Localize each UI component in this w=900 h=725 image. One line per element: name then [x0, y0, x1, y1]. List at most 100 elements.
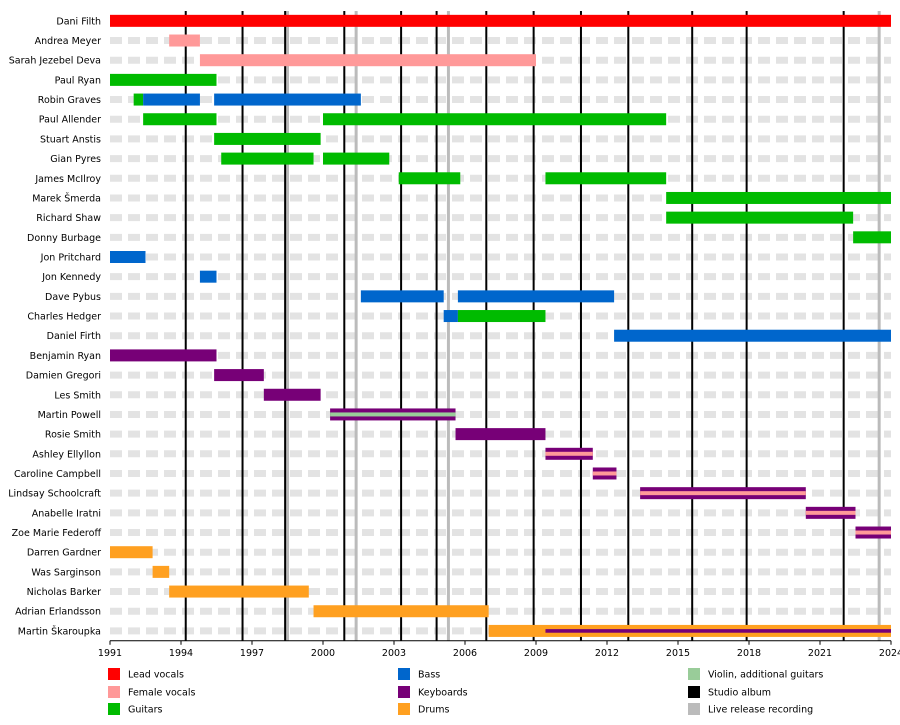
member-name: Was Sarginson: [31, 567, 101, 578]
member-name: Paul Allender: [39, 115, 101, 126]
member-bar: [199, 270, 217, 283]
x-tick-label: 2000: [311, 648, 335, 659]
member-name: Gian Pyres: [50, 154, 101, 165]
member-name: Ashley Ellyllon: [32, 449, 101, 460]
member-bar: [169, 585, 309, 598]
legend-swatch: [398, 686, 410, 698]
legend: Lead vocals Female vocals Guitars Bass Keybo…: [108, 668, 823, 716]
member-bar: [143, 93, 200, 106]
member-bar: [169, 34, 200, 47]
legend-label: Drums: [418, 705, 449, 716]
member-bar-secondary: [805, 510, 856, 515]
member-bar: [152, 565, 170, 578]
member-bar: [214, 369, 264, 382]
legend-label: Violin, additional guitars: [708, 670, 823, 681]
member-name: Sarah Jezebel Deva: [9, 56, 101, 67]
legend-swatch: [108, 703, 120, 715]
x-tick-label: 2021: [808, 648, 832, 659]
member-name: Rosie Smith: [45, 430, 101, 441]
x-tick-label: 2012: [595, 648, 619, 659]
x-tick-label: 2018: [737, 648, 761, 659]
member-bar: [398, 172, 461, 185]
legend-swatch: [688, 668, 700, 680]
member-name: Anabelle Iratni: [32, 508, 101, 519]
member-bar: [214, 93, 361, 106]
member-bar: [360, 290, 444, 303]
member-name: Adrian Erlandsson: [15, 607, 101, 618]
member-bar: [323, 152, 390, 165]
x-tick-label: 1994: [169, 648, 193, 659]
member-bar: [545, 172, 667, 185]
member-bar-secondary: [545, 451, 593, 456]
member-name: Richard Shaw: [36, 213, 101, 224]
member-name: Donny Burbage: [27, 233, 101, 244]
member-bar: [199, 54, 536, 67]
member-bar: [143, 113, 217, 126]
legend-label: Female vocals: [128, 688, 195, 699]
member-bar-secondary: [855, 530, 891, 535]
member-name: Martin Škaroupka: [18, 625, 101, 637]
member-bar: [110, 349, 217, 362]
member-bar: [666, 191, 891, 204]
x-tick-label: 2024: [879, 648, 900, 659]
member-name: Lindsay Schoolcraft: [8, 489, 101, 500]
member-name: Charles Hedger: [27, 312, 101, 323]
legend-swatch: [688, 703, 700, 715]
member-name: Stuart Anstis: [40, 134, 101, 145]
member-name: Caroline Campbell: [14, 469, 101, 480]
member-bar: [455, 428, 546, 441]
legend-swatch: [398, 668, 410, 680]
member-bar: [313, 605, 489, 618]
row-stripes: [110, 17, 891, 635]
member-name: Martin Powell: [38, 410, 101, 421]
legend-label: Live release recording: [708, 705, 813, 716]
legend-label: Guitars: [128, 705, 162, 716]
member-bar: [110, 546, 153, 559]
member-name: Jon Pritchard: [40, 253, 101, 264]
legend-swatch: [108, 668, 120, 680]
member-name: Nicholas Barker: [27, 587, 101, 598]
member-name: Daniel Firth: [47, 331, 101, 342]
member-name: Robin Graves: [38, 95, 101, 106]
x-axis: 1991 1994 1997 2000 2003 2006 2009 2012 2015 2018…: [98, 640, 900, 659]
member-bar: [110, 73, 217, 86]
member-bar: [457, 310, 546, 323]
member-bar-secondary: [330, 412, 456, 417]
member-bar: [110, 14, 891, 27]
legend-label: Lead vocals: [128, 670, 184, 681]
member-name: Dani Filth: [56, 16, 101, 27]
member-bar: [614, 329, 891, 342]
legend-label: Keyboards: [418, 688, 468, 699]
member-name: Damien Gregori: [26, 371, 101, 382]
member-bar: [221, 152, 314, 165]
member-bar: [110, 251, 146, 263]
member-name: Dave Pybus: [45, 292, 101, 303]
member-bar: [263, 388, 321, 401]
x-tick-label: 2003: [382, 648, 406, 659]
x-tick-label: 1991: [98, 648, 122, 659]
member-bar: [443, 310, 458, 323]
legend-swatch: [108, 686, 120, 698]
member-bar: [545, 629, 891, 633]
member-name: Zoe Marie Federoff: [12, 528, 102, 539]
legend-label: Bass: [418, 670, 440, 681]
member-name: Paul Ryan: [55, 75, 101, 86]
member-name: Andrea Meyer: [35, 36, 101, 47]
member-bar: [214, 132, 321, 145]
legend-label: Studio album: [708, 688, 771, 699]
member-name: Benjamin Ryan: [30, 351, 101, 362]
member-bar-secondary: [592, 471, 617, 476]
member-name: James McIlroy: [34, 174, 101, 185]
member-bar: [457, 290, 615, 303]
member-bar: [133, 93, 144, 106]
member-name: Marek Šmerda: [32, 192, 101, 204]
x-tick-label: 2006: [453, 648, 477, 659]
member-name: Jon Kennedy: [41, 272, 101, 283]
x-tick-label: 1997: [240, 648, 264, 659]
member-name: Darren Gardner: [27, 548, 101, 559]
legend-swatch: [688, 686, 700, 698]
member-bar: [666, 211, 854, 224]
member-name: Les Smith: [54, 390, 101, 401]
x-tick-label: 2009: [524, 648, 548, 659]
